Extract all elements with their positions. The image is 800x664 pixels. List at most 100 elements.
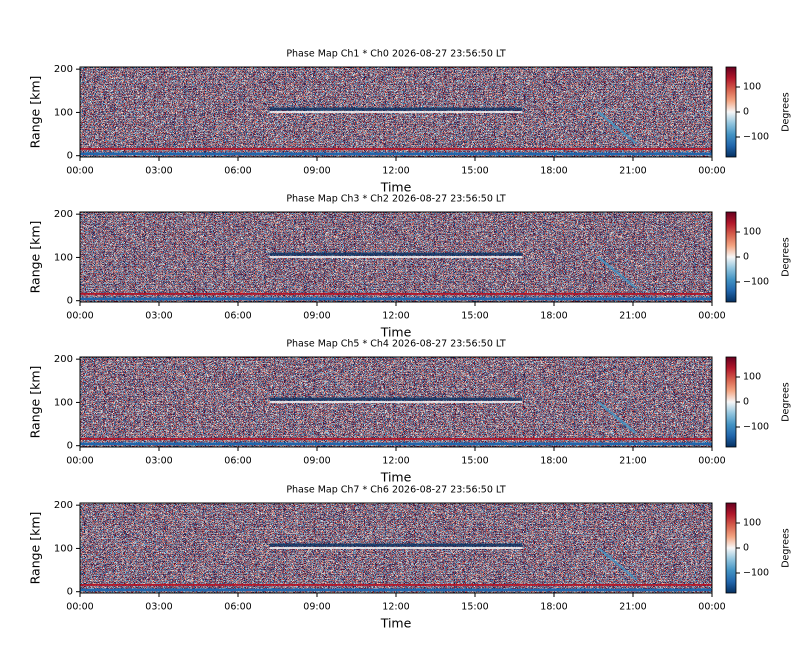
x-tick-label: 03:00 xyxy=(145,311,172,322)
x-tick-label: 21:00 xyxy=(619,602,646,613)
ground-band xyxy=(80,588,712,592)
colorbar-label: Degrees xyxy=(781,382,792,422)
x-tick-label: 06:00 xyxy=(224,166,251,177)
y-axis-label: Range [km] xyxy=(28,366,43,439)
x-tick-label: 00:00 xyxy=(698,456,725,467)
y-tick-label: 0 xyxy=(67,441,73,452)
x-tick-label: 06:00 xyxy=(224,602,251,613)
x-tick-label: 09:00 xyxy=(303,602,330,613)
x-tick-label: 09:00 xyxy=(303,166,330,177)
x-tick-label: 00:00 xyxy=(66,602,93,613)
y-tick-label: 100 xyxy=(54,543,73,554)
echo-band xyxy=(269,543,523,547)
y-tick-label: 0 xyxy=(67,587,73,598)
echo-band xyxy=(269,252,523,256)
colorbar xyxy=(725,211,737,303)
echo-features xyxy=(80,252,712,301)
x-tick-label: 21:00 xyxy=(619,456,646,467)
ground-band xyxy=(80,442,712,446)
x-tick-label: 12:00 xyxy=(382,456,409,467)
x-tick-label: 12:00 xyxy=(382,311,409,322)
ground-band xyxy=(80,152,712,156)
y-tick-label: 200 xyxy=(54,209,73,220)
x-tick-label: 09:00 xyxy=(303,311,330,322)
colorbar-tick-label: −100 xyxy=(743,422,769,433)
phase-image xyxy=(80,503,712,593)
colorbar-tick-label: 100 xyxy=(743,82,761,93)
y-tick-label: 200 xyxy=(54,500,73,511)
y-tick-label: 0 xyxy=(67,151,73,162)
x-tick-label: 00:00 xyxy=(698,311,725,322)
meteor-trail xyxy=(596,111,639,144)
x-tick-label: 21:00 xyxy=(619,311,646,322)
y-axis-label: Range [km] xyxy=(28,512,43,585)
y-tick-label: 200 xyxy=(54,354,73,365)
x-tick-label: 18:00 xyxy=(540,602,567,613)
x-axis-label: Time xyxy=(380,616,412,631)
x-tick-label: 15:00 xyxy=(461,166,488,177)
meteor-trail xyxy=(596,256,639,289)
colorbar-tick-label: 100 xyxy=(743,372,761,383)
panel-title: Phase Map Ch5 * Ch4 2026-08-27 23:56:50 … xyxy=(286,339,506,350)
colorbar-label: Degrees xyxy=(781,237,792,277)
phase-image xyxy=(80,67,712,157)
x-tick-label: 15:00 xyxy=(461,311,488,322)
colorbar-tick-label: −100 xyxy=(743,132,769,143)
ground-band xyxy=(80,297,712,301)
colorbar-tick-label: −100 xyxy=(743,277,769,288)
panel-title: Phase Map Ch7 * Ch6 2026-08-27 23:56:50 … xyxy=(286,485,506,496)
x-tick-label: 06:00 xyxy=(224,456,251,467)
x-axis-label: Time xyxy=(380,470,412,485)
x-tick-label: 12:00 xyxy=(382,166,409,177)
echo-band xyxy=(269,397,523,401)
phase-image xyxy=(80,212,712,302)
echo-band xyxy=(269,547,523,549)
colorbar-tick-label: 100 xyxy=(743,227,761,238)
echo-features xyxy=(80,397,712,446)
colorbar-tick-label: −100 xyxy=(743,568,769,579)
y-tick-label: 200 xyxy=(54,64,73,75)
y-tick-label: 0 xyxy=(67,296,73,307)
x-tick-label: 00:00 xyxy=(66,311,93,322)
ground-band xyxy=(80,148,712,150)
colorbar-tick-label: 0 xyxy=(743,252,749,263)
colorbar xyxy=(725,356,737,448)
colorbar xyxy=(725,502,737,594)
x-tick-label: 06:00 xyxy=(224,311,251,322)
meteor-trail xyxy=(596,401,639,434)
panel-title: Phase Map Ch1 * Ch0 2026-08-27 23:56:50 … xyxy=(286,49,506,60)
echo-band xyxy=(269,256,523,258)
x-tick-label: 00:00 xyxy=(698,166,725,177)
echo-band xyxy=(269,401,523,403)
colorbar-tick-label: 0 xyxy=(743,107,749,118)
x-tick-label: 18:00 xyxy=(540,166,567,177)
x-tick-label: 09:00 xyxy=(303,456,330,467)
y-axis-label: Range [km] xyxy=(28,221,43,294)
colorbar xyxy=(725,66,737,158)
colorbar-label: Degrees xyxy=(781,92,792,132)
panel-title: Phase Map Ch3 * Ch2 2026-08-27 23:56:50 … xyxy=(286,194,506,205)
echo-band xyxy=(269,107,523,111)
echo-band xyxy=(269,111,523,113)
x-axis-label: Time xyxy=(380,325,412,340)
colorbar-tick-label: 0 xyxy=(743,397,749,408)
x-axis-label: Time xyxy=(380,180,412,195)
x-tick-label: 03:00 xyxy=(145,166,172,177)
y-tick-label: 100 xyxy=(54,252,73,263)
colorbar-tick-label: 100 xyxy=(743,518,761,529)
echo-features xyxy=(80,543,712,592)
colorbar-label: Degrees xyxy=(781,528,792,568)
colorbar-tick-label: 0 xyxy=(743,543,749,554)
x-tick-label: 03:00 xyxy=(145,456,172,467)
x-tick-label: 21:00 xyxy=(619,166,646,177)
x-tick-label: 15:00 xyxy=(461,602,488,613)
echo-features xyxy=(80,107,712,156)
ground-band xyxy=(80,293,712,295)
x-tick-label: 15:00 xyxy=(461,456,488,467)
x-tick-label: 18:00 xyxy=(540,311,567,322)
y-axis-label: Range [km] xyxy=(28,76,43,149)
x-tick-label: 18:00 xyxy=(540,456,567,467)
ground-band xyxy=(80,584,712,586)
x-tick-label: 00:00 xyxy=(66,166,93,177)
